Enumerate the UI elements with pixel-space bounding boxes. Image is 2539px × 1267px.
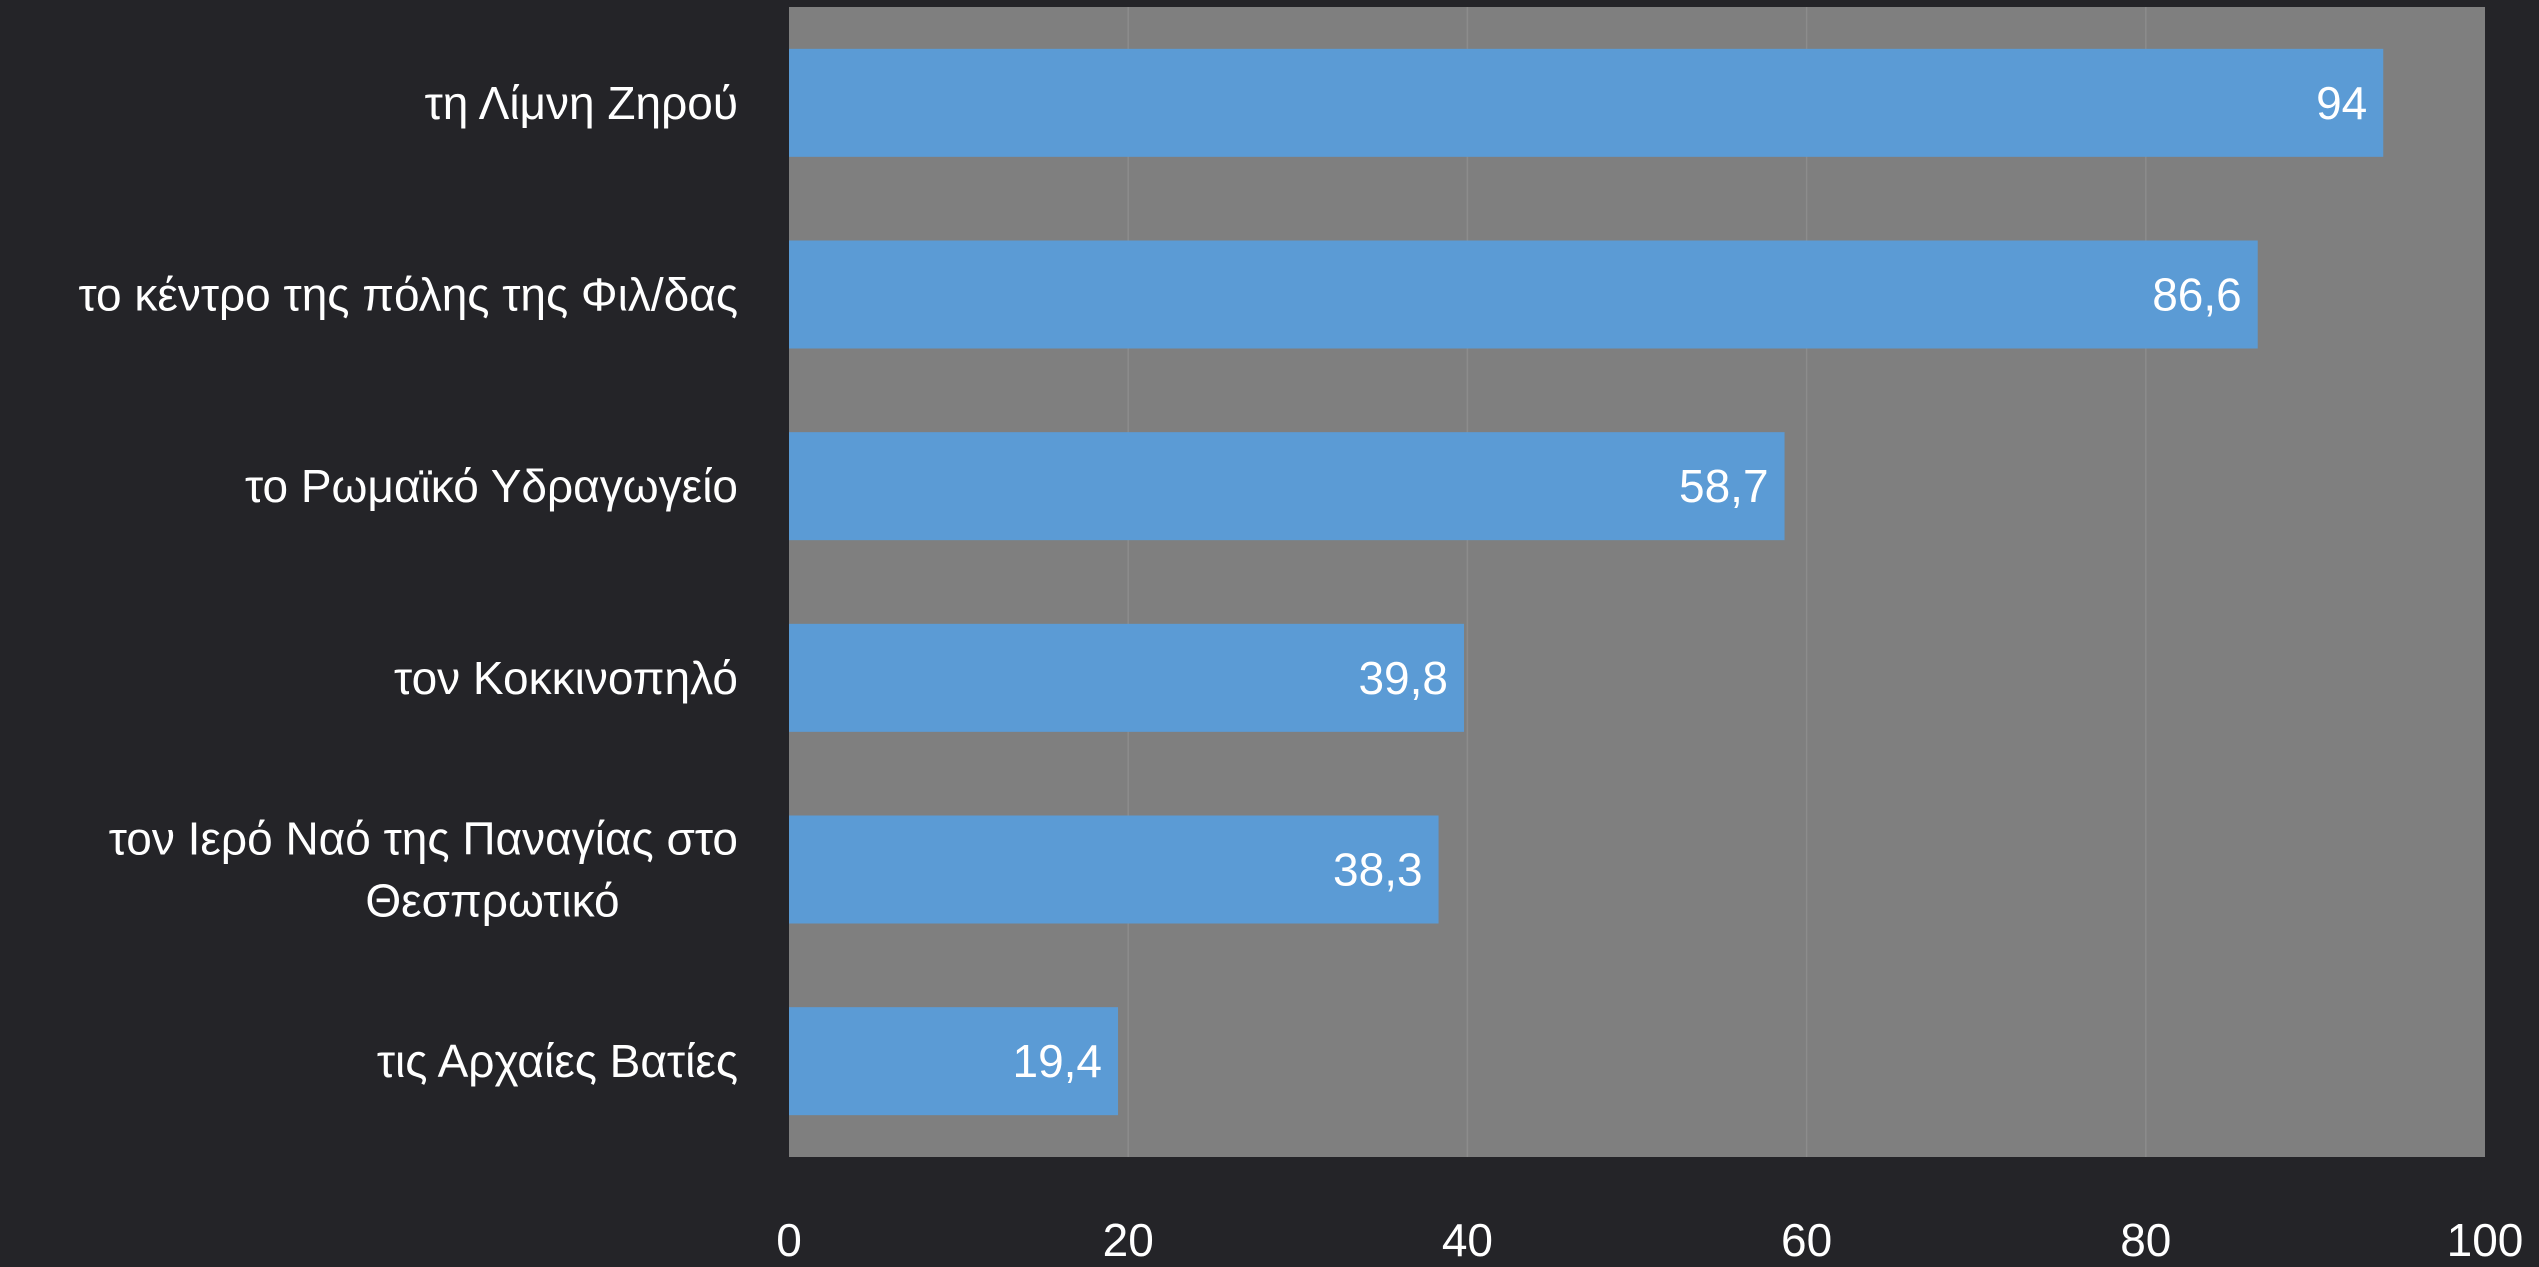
category-label-line: τον Κοκκινοπηλό — [394, 652, 738, 704]
bar — [789, 623, 1465, 732]
data-labels: 94 86,6 58,7 39,8 38,3 19,4 — [1012, 77, 2367, 1087]
bar — [789, 240, 2258, 349]
category-label-line: το Ρωμαϊκό Υδραγωγείο — [245, 460, 738, 512]
bars — [789, 48, 2384, 1116]
data-label: 38,3 — [1333, 844, 1423, 896]
gridlines — [1127, 7, 2147, 1157]
category-label-line: Θεσπρωτικό — [365, 875, 619, 927]
x-tick-label: 60 — [1781, 1214, 1832, 1262]
data-label: 86,6 — [2152, 269, 2242, 321]
category-label: τον Ιερό Ναό της Παναγίας στο Θεσπρωτικό — [109, 813, 738, 927]
data-label: 94 — [2316, 77, 2367, 129]
category-label-line: το κέντρο της πόλης της Φιλ/δας — [78, 269, 738, 321]
x-tick-label: 0 — [776, 1214, 802, 1262]
data-label: 39,8 — [1358, 652, 1448, 704]
category-label-line: τον Ιερό Ναό της Παναγίας στο — [109, 813, 738, 865]
x-tick-label: 20 — [1103, 1214, 1154, 1262]
bar — [789, 432, 1785, 541]
bar — [789, 815, 1439, 924]
bar — [789, 48, 2384, 157]
x-tick-label: 100 — [2447, 1214, 2524, 1262]
x-tick-label: 40 — [1442, 1214, 1493, 1262]
data-label: 58,7 — [1679, 460, 1769, 512]
category-label: το Ρωμαϊκό Υδραγωγείο — [245, 460, 738, 512]
category-label-line: τη Λίμνη Ζηρού — [425, 77, 738, 129]
category-label: τις Αρχαίες Βατίες — [377, 1035, 738, 1087]
x-axis-ticks: 0 20 40 60 80 100 — [776, 1214, 2524, 1266]
data-label: 19,4 — [1012, 1035, 1102, 1087]
category-label: τον Κοκκινοπηλό — [394, 652, 738, 704]
category-label: το κέντρο της πόλης της Φιλ/δας — [78, 269, 738, 321]
bar — [789, 1007, 1119, 1116]
plot-area — [789, 7, 2485, 1157]
category-label-line: τις Αρχαίες Βατίες — [377, 1035, 738, 1087]
x-tick-label: 80 — [2120, 1214, 2171, 1262]
category-labels: τη Λίμνη Ζηρού το κέντρο της πόλης της Φι… — [78, 77, 738, 1087]
category-label: τη Λίμνη Ζηρού — [425, 77, 738, 129]
